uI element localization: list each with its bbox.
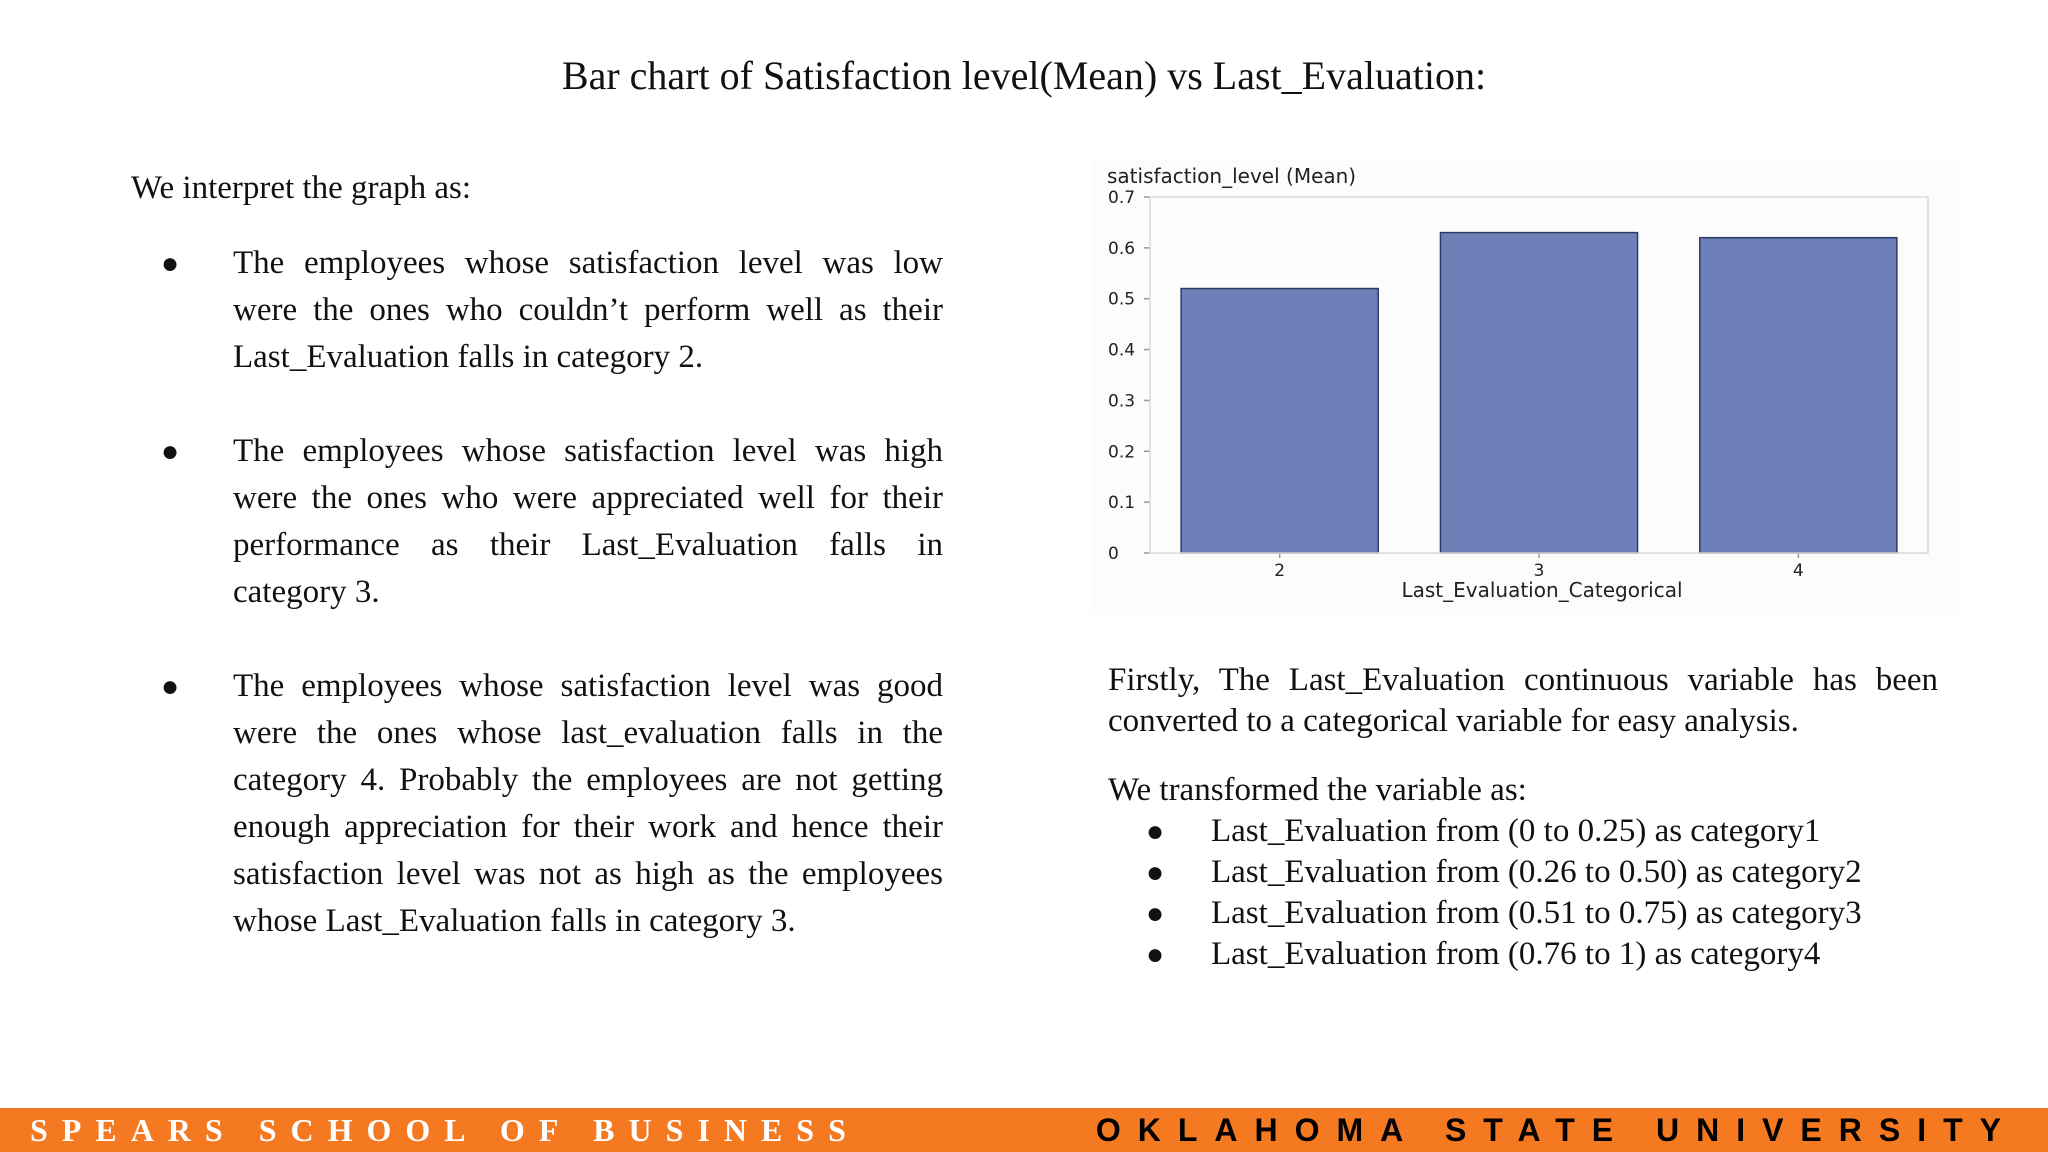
bar-4 bbox=[1699, 236, 1898, 554]
bar-chart: satisfaction_level (Mean) Last_Evaluatio… bbox=[1090, 160, 1960, 615]
interpretation-text: The employees whose satisfaction level w… bbox=[233, 668, 943, 939]
bars bbox=[1180, 231, 1898, 554]
bullet-dot-icon: ● bbox=[161, 670, 180, 703]
interpretation-text: The employees whose satisfaction level w… bbox=[233, 245, 943, 375]
category-list: ● Last_Evaluation from (0 to 0.25) as ca… bbox=[1108, 811, 1938, 975]
footer-university-name: OKLAHOMA STATE UNIVERSITY bbox=[1095, 1111, 2018, 1148]
y-tick-label: 0.1 bbox=[1108, 493, 1135, 513]
plot-frame bbox=[1149, 196, 1929, 554]
y-tick-label: 0.2 bbox=[1108, 442, 1135, 462]
x-tick-label: 2 bbox=[1274, 561, 1285, 581]
interpretation-item: ● The employees whose satisfaction level… bbox=[131, 428, 943, 616]
bar-2 bbox=[1180, 287, 1379, 554]
y-tick-label: 0.6 bbox=[1108, 239, 1135, 259]
left-column: We interpret the graph as: ● The employe… bbox=[131, 162, 943, 945]
y-tick-label: 0.7 bbox=[1108, 188, 1135, 208]
x-axis-label: Last_Evaluation_Categorical bbox=[1401, 578, 1682, 602]
y-axis-label: satisfaction_level (Mean) bbox=[1107, 164, 1356, 188]
transform-heading: We transformed the variable as: bbox=[1108, 772, 1527, 808]
interpretation-list: ● The employees whose satisfaction level… bbox=[131, 240, 943, 945]
bullet-dot-icon: ● bbox=[1146, 897, 1165, 930]
bar-chart-svg: satisfaction_level (Mean) Last_Evaluatio… bbox=[1090, 160, 1960, 615]
bar-3 bbox=[1439, 231, 1639, 554]
footer-school-name: SPEARS SCHOOL OF BUSINESS bbox=[30, 1111, 860, 1148]
slide-title: Bar chart of Satisfaction level(Mean) vs… bbox=[561, 53, 1487, 98]
y-tick-label: 0 bbox=[1108, 544, 1119, 564]
bullet-dot-icon: ● bbox=[1146, 815, 1165, 848]
y-tick-label: 0.4 bbox=[1108, 341, 1135, 361]
x-tick-label: 4 bbox=[1793, 561, 1804, 581]
footer-banner: SPEARS SCHOOL OF BUSINESS OKLAHOMA STATE… bbox=[0, 1108, 2048, 1152]
right-column-text: Firstly, The Last_Evaluation continuous … bbox=[1108, 660, 1938, 975]
category-text: Last_Evaluation from (0.76 to 1) as cate… bbox=[1211, 936, 1821, 972]
y-tick-label: 0.5 bbox=[1108, 290, 1135, 310]
category-text: Last_Evaluation from (0 to 0.25) as cate… bbox=[1211, 813, 1821, 849]
category-item: ● Last_Evaluation from (0.76 to 1) as ca… bbox=[1108, 934, 1938, 975]
category-item: ● Last_Evaluation from (0.26 to 0.50) as… bbox=[1108, 852, 1938, 893]
bullet-dot-icon: ● bbox=[161, 435, 180, 468]
intro-text: We interpret the graph as: bbox=[131, 170, 472, 206]
interpretation-item: ● The employees whose satisfaction level… bbox=[131, 240, 943, 381]
category-item: ● Last_Evaluation from (0.51 to 0.75) as… bbox=[1108, 893, 1938, 934]
bullet-dot-icon: ● bbox=[161, 247, 180, 280]
y-axis-ticks: 0 0.1 0.2 0.3 0.4 0.5 0.6 0.7 bbox=[1108, 188, 1150, 564]
category-text: Last_Evaluation from (0.51 to 0.75) as c… bbox=[1211, 895, 1862, 931]
x-tick-label: 3 bbox=[1534, 561, 1545, 581]
bullet-dot-icon: ● bbox=[1146, 856, 1165, 889]
bullet-dot-icon: ● bbox=[1146, 938, 1165, 971]
category-item: ● Last_Evaluation from (0 to 0.25) as ca… bbox=[1108, 811, 1938, 852]
category-text: Last_Evaluation from (0.26 to 0.50) as c… bbox=[1211, 854, 1862, 890]
x-axis-ticks: 2 3 4 bbox=[1274, 553, 1804, 581]
interpretation-item: ● The employees whose satisfaction level… bbox=[131, 663, 943, 945]
y-tick-label: 0.3 bbox=[1108, 391, 1135, 411]
interpretation-text: The employees whose satisfaction level w… bbox=[233, 433, 943, 610]
conversion-paragraph: Firstly, The Last_Evaluation continuous … bbox=[1108, 662, 1938, 739]
